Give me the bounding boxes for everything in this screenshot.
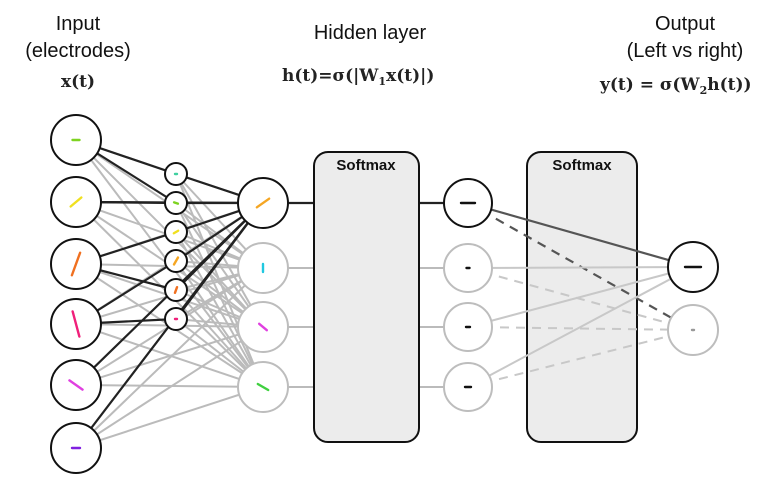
output-header-line2: (Left vs right) xyxy=(627,40,744,62)
softmax1-output-node-1 xyxy=(443,178,493,228)
connection-line xyxy=(467,266,694,269)
small-node-3-mark xyxy=(172,229,180,235)
input-node-4-mark xyxy=(71,310,81,338)
output-connections xyxy=(467,201,694,388)
input-node-3 xyxy=(50,238,102,290)
softmax-label-1: Softmax xyxy=(336,157,396,174)
nodes xyxy=(50,114,719,474)
connection-line xyxy=(75,384,264,388)
hidden-node-1-mark xyxy=(255,197,271,209)
small-node-6 xyxy=(164,307,188,331)
input-formula: x(t) xyxy=(61,72,95,92)
input-node-4 xyxy=(50,298,102,350)
hidden-node-4-mark xyxy=(256,382,270,392)
input-node-1 xyxy=(50,114,102,166)
input-node-6 xyxy=(50,422,102,474)
input-node-5 xyxy=(50,359,102,411)
output-formula: y(t) = σ(W2h(t)) xyxy=(599,75,752,97)
input-header-line2: (electrodes) xyxy=(25,40,131,62)
hidden-formula: h(t)=σ(|W1x(t)|) xyxy=(282,66,434,88)
input-header-line1: Input xyxy=(56,13,101,35)
small-node-1 xyxy=(164,162,188,186)
connection-line xyxy=(75,326,264,386)
input-node-5-mark xyxy=(68,379,84,391)
softmax1-output-node-4 xyxy=(443,362,493,412)
connection-line xyxy=(467,266,694,388)
hidden-node-3 xyxy=(237,301,289,353)
connection-line xyxy=(75,267,264,449)
softmax-box-1: Softmax xyxy=(313,151,420,443)
connection-line xyxy=(75,326,264,449)
small-node-3 xyxy=(164,220,188,244)
hidden-node-2 xyxy=(237,242,289,294)
connection-line xyxy=(467,267,694,331)
small-node-2 xyxy=(164,191,188,215)
output-header-line1: Output xyxy=(655,13,715,35)
hidden-node-4 xyxy=(237,361,289,413)
connection-line xyxy=(467,326,694,331)
softmax-label-2: Softmax xyxy=(552,157,612,174)
input-node-3-mark xyxy=(70,251,82,277)
hidden-layer-title: Hidden layer xyxy=(314,22,427,44)
softmax1-output-node-3 xyxy=(443,302,493,352)
small-node-4 xyxy=(164,249,188,273)
output-node-left xyxy=(667,241,719,293)
input-node-2-mark xyxy=(69,196,83,208)
softmax1-output-node-2 xyxy=(443,243,493,293)
hidden-node-3-mark xyxy=(257,322,269,332)
connection-line xyxy=(75,386,264,449)
small-node-5-mark xyxy=(173,285,179,295)
small-node-5 xyxy=(164,278,188,302)
input-node-2 xyxy=(50,176,102,228)
small-node-4-mark xyxy=(172,256,180,266)
connection-line xyxy=(467,266,694,328)
output-node-right xyxy=(667,304,719,356)
connection-line xyxy=(467,329,694,388)
connection-line xyxy=(467,201,694,269)
hidden-node-1 xyxy=(237,177,289,229)
small-node-2-mark xyxy=(172,201,180,205)
